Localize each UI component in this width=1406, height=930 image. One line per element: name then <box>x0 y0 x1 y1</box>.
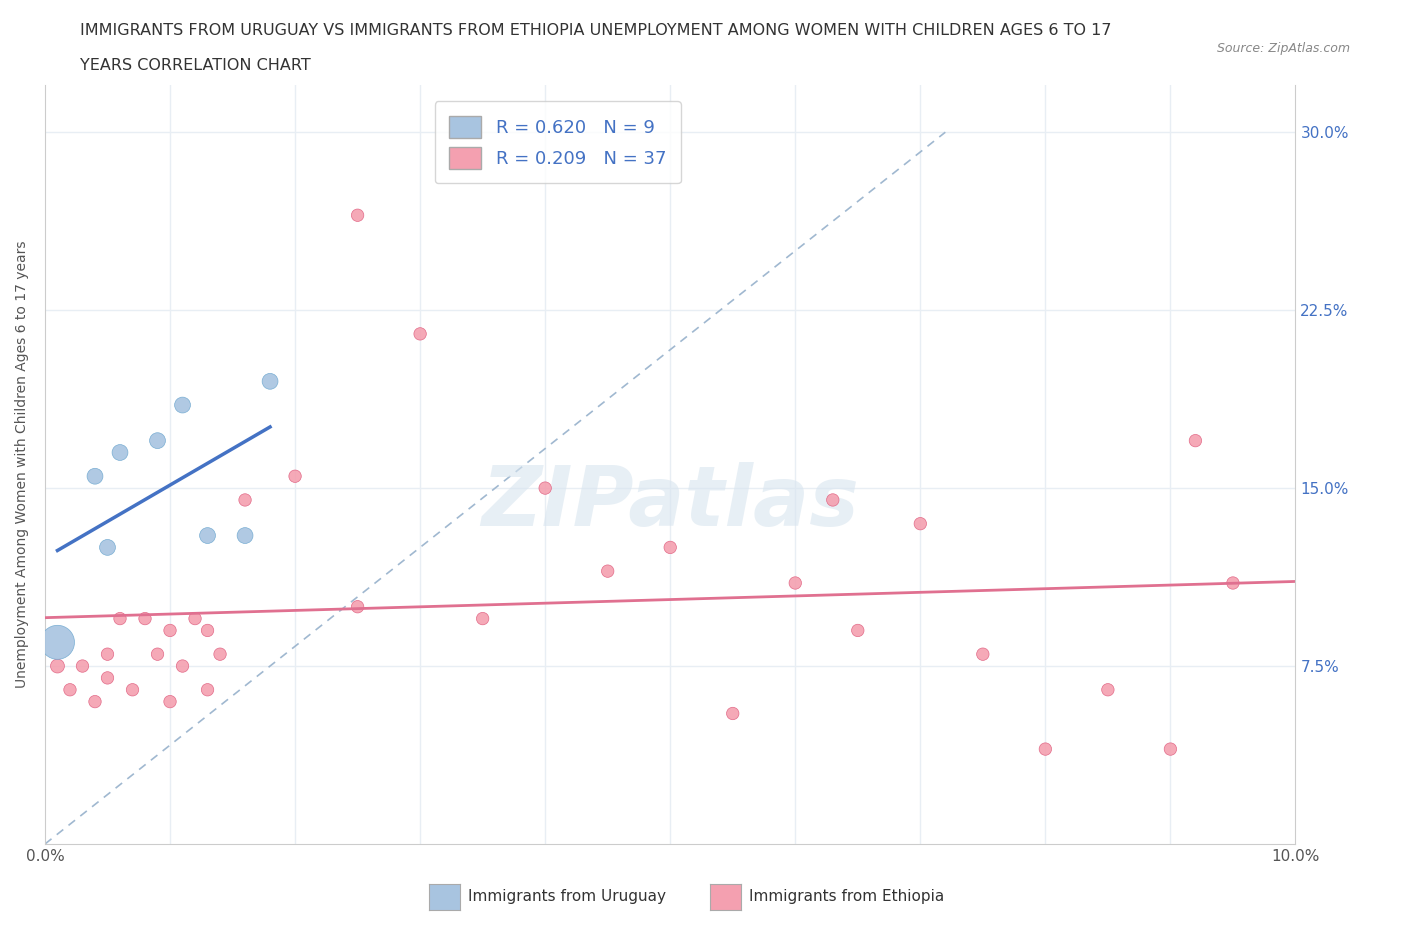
Legend: R = 0.620   N = 9, R = 0.209   N = 37: R = 0.620 N = 9, R = 0.209 N = 37 <box>434 101 681 183</box>
Point <box>59 683 82 698</box>
Point <box>596 564 619 578</box>
Point <box>1184 433 1206 448</box>
Text: Immigrants from Uruguay: Immigrants from Uruguay <box>468 889 666 904</box>
Text: Immigrants from Ethiopia: Immigrants from Ethiopia <box>749 889 945 904</box>
Point <box>84 694 107 709</box>
Text: ZIPatlas: ZIPatlas <box>481 462 859 543</box>
Point <box>184 611 207 626</box>
Point <box>471 611 494 626</box>
Point <box>846 623 869 638</box>
Point <box>721 706 744 721</box>
Point <box>197 683 219 698</box>
Point <box>96 540 118 555</box>
Point <box>346 599 368 614</box>
Point <box>409 326 432 341</box>
Point <box>1159 741 1181 756</box>
Point <box>1035 741 1057 756</box>
Point <box>172 658 194 673</box>
Point <box>209 646 232 661</box>
Point <box>346 207 368 222</box>
Point <box>159 694 181 709</box>
Point <box>84 469 107 484</box>
Point <box>785 576 807 591</box>
Point <box>821 493 844 508</box>
Point <box>197 528 219 543</box>
Point <box>72 658 94 673</box>
Point <box>134 611 156 626</box>
Y-axis label: Unemployment Among Women with Children Ages 6 to 17 years: Unemployment Among Women with Children A… <box>15 241 30 688</box>
Point <box>121 683 143 698</box>
Point <box>108 611 131 626</box>
Point <box>534 481 557 496</box>
Text: Source: ZipAtlas.com: Source: ZipAtlas.com <box>1216 42 1350 55</box>
Point <box>146 646 169 661</box>
Point <box>259 374 281 389</box>
Point <box>1097 683 1119 698</box>
Point <box>46 658 69 673</box>
Point <box>96 646 118 661</box>
Point <box>108 445 131 460</box>
Point <box>159 623 181 638</box>
Text: YEARS CORRELATION CHART: YEARS CORRELATION CHART <box>80 58 311 73</box>
Point <box>146 433 169 448</box>
Point <box>1222 576 1244 591</box>
Point <box>659 540 682 555</box>
Text: IMMIGRANTS FROM URUGUAY VS IMMIGRANTS FROM ETHIOPIA UNEMPLOYMENT AMONG WOMEN WIT: IMMIGRANTS FROM URUGUAY VS IMMIGRANTS FR… <box>80 23 1112 38</box>
Point <box>197 623 219 638</box>
Point <box>910 516 932 531</box>
Point <box>233 528 256 543</box>
Point <box>46 635 69 650</box>
Point <box>284 469 307 484</box>
Point <box>96 671 118 685</box>
Point <box>233 493 256 508</box>
Point <box>972 646 994 661</box>
Point <box>172 398 194 413</box>
